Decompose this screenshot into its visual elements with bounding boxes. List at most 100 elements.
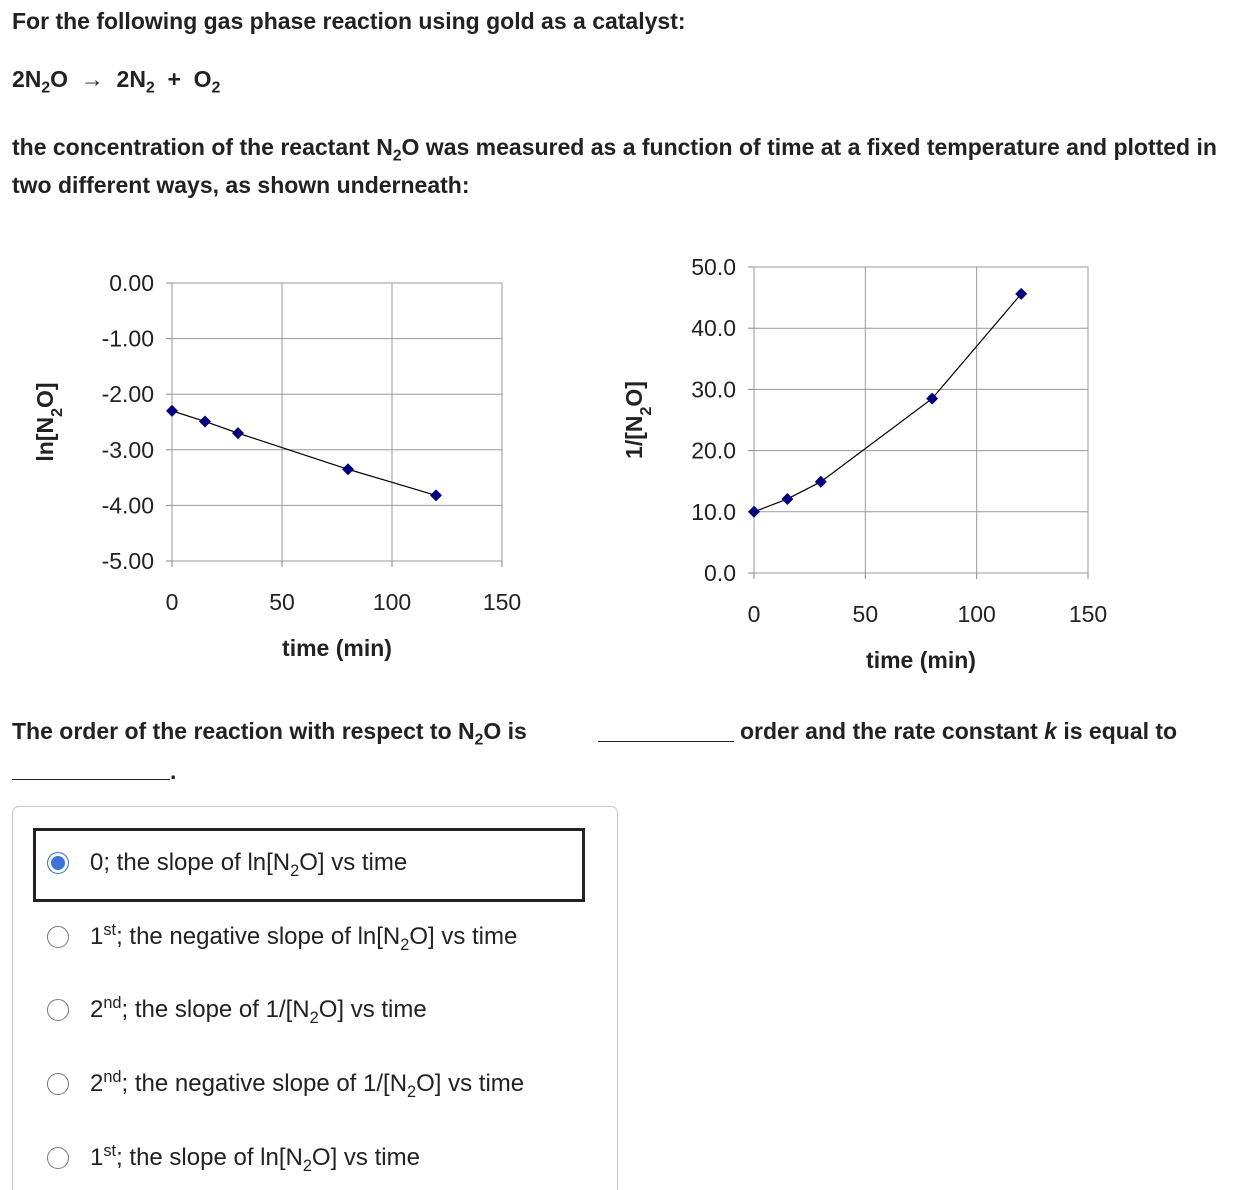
question-part2: order and the rate constant k is equal t… — [740, 718, 1177, 745]
x-tick-label: 100 — [957, 601, 995, 627]
text-run: ; the slope of 1/[N — [121, 996, 310, 1023]
text-run: 2 — [638, 407, 655, 416]
text-run: 2 — [49, 408, 66, 417]
x-axis-label: time (min) — [866, 647, 976, 673]
text-run: O] — [32, 382, 58, 408]
y-tick-label: -5.00 — [102, 548, 154, 574]
text-run: 2 — [302, 1156, 312, 1175]
text-run: order and the rate constant — [740, 718, 1045, 744]
y-tick-label: 30.0 — [691, 376, 736, 402]
x-tick-label: 100 — [373, 589, 411, 615]
x-axis-label: time (min) — [282, 635, 392, 661]
option-label[interactable]: 2nd; the slope of 1/[N2O] vs time — [90, 994, 427, 1027]
text-run: 2 — [211, 79, 221, 97]
y-axis-label: 1/[N2O] — [621, 381, 655, 459]
x-tick-label: 0 — [748, 601, 761, 627]
y-tick-label: 0.00 — [109, 270, 154, 296]
text-run: The order of the reaction with respect t… — [12, 718, 475, 744]
text-run: O] vs time — [311, 1144, 420, 1171]
text-run: the concentration of the reactant N — [12, 134, 393, 160]
text-run: 1/[N — [621, 416, 647, 459]
text-run: O] vs time — [409, 923, 518, 950]
text-run: 2 — [309, 1008, 319, 1027]
y-tick-label: -4.00 — [102, 492, 154, 518]
question-end: . — [170, 758, 177, 784]
option-label[interactable]: 2nd; the negative slope of 1/[N2O] vs ti… — [90, 1068, 525, 1101]
text-run: O was measured as a function of time at … — [12, 134, 1217, 198]
option-label[interactable]: 1st; the slope of ln[N2O] vs time — [90, 1142, 420, 1175]
x-tick-label: 150 — [1069, 601, 1107, 627]
text-run: O is — [483, 718, 527, 744]
radio-button[interactable] — [47, 926, 69, 948]
option-label[interactable]: 0; the slope of ln[N2O] vs time — [90, 849, 408, 880]
plot-area — [171, 282, 503, 562]
y-tick-label: 50.0 — [691, 254, 736, 280]
data-point — [814, 475, 827, 488]
selected-outline — [33, 828, 585, 902]
text-run: O] vs time — [318, 996, 427, 1023]
text-run: O] vs time — [416, 1070, 525, 1097]
text-run: st — [103, 1142, 117, 1160]
y-tick-label: -1.00 — [102, 326, 154, 352]
x-tick-label: 50 — [853, 601, 879, 627]
data-point — [926, 392, 939, 405]
text-run: 2 — [90, 1070, 104, 1097]
text-run: st — [103, 921, 117, 939]
description: the concentration of the reactant N2O wa… — [12, 128, 1257, 204]
plot-area — [753, 266, 1089, 574]
y-tick-label: 20.0 — [691, 438, 736, 464]
text-run: k — [1044, 718, 1057, 744]
y-axis-label: ln[N2O] — [32, 382, 66, 461]
radio-button[interactable] — [47, 852, 69, 874]
text-run: 2 — [392, 147, 402, 165]
y-tick-label: -2.00 — [102, 381, 154, 407]
data-point — [166, 404, 178, 417]
text-run: ; the slope of ln[N — [116, 1144, 303, 1171]
data-point — [342, 463, 354, 476]
text-run: ; the negative slope of 1/[N — [121, 1070, 408, 1097]
text-run: nd — [103, 1068, 122, 1086]
text-run: 0; the slope of ln[N — [90, 849, 291, 876]
text-run: nd — [103, 994, 122, 1012]
y-tick-label: 10.0 — [691, 499, 736, 525]
options-box — [12, 806, 618, 1190]
y-tick-label: 0.0 — [704, 560, 736, 586]
y-tick-label: 40.0 — [691, 315, 736, 341]
x-tick-label: 50 — [269, 589, 295, 615]
option-label[interactable]: 1st; the negative slope of ln[N2O] vs ti… — [90, 921, 518, 954]
x-tick-label: 150 — [483, 589, 521, 615]
data-point — [748, 505, 760, 518]
data-point — [430, 489, 442, 502]
text-run: 2 — [474, 731, 484, 749]
text-run: 2N — [12, 66, 42, 92]
radio-button[interactable] — [47, 1073, 69, 1095]
x-tick-label: 0 — [166, 589, 179, 615]
text-run: is equal to — [1056, 718, 1178, 744]
text-run: 2 — [41, 79, 51, 97]
intro: For the following gas phase reaction usi… — [12, 8, 686, 34]
text-run: ; the negative slope of ln[N — [116, 923, 401, 950]
answer-blank — [598, 741, 734, 742]
data-point — [232, 427, 244, 440]
data-point — [781, 492, 794, 505]
answer-blank — [12, 779, 170, 780]
text-run: 1 — [90, 1144, 104, 1171]
text-run: 2 — [400, 935, 410, 954]
question-part1: The order of the reaction with respect t… — [12, 718, 527, 748]
text-run: 1 — [90, 923, 104, 950]
text-run: 2 — [407, 1082, 417, 1101]
radio-button[interactable] — [47, 999, 69, 1021]
text-run: 2 — [145, 79, 155, 97]
text-run: + O — [154, 66, 212, 92]
text-run: ln[N — [32, 417, 58, 462]
y-tick-label: -3.00 — [102, 437, 154, 463]
text-run: 2 — [290, 861, 300, 880]
text-run: O → 2N — [50, 66, 146, 92]
radio-button[interactable] — [47, 1147, 69, 1169]
text-run: O] — [621, 381, 647, 407]
text-run: O] vs time — [299, 849, 408, 876]
data-point — [199, 415, 211, 428]
charts: 0.00-1.00-2.00-3.00-4.00-5.000 50 100 150ti… — [32, 254, 1107, 673]
data-point — [1015, 287, 1028, 300]
